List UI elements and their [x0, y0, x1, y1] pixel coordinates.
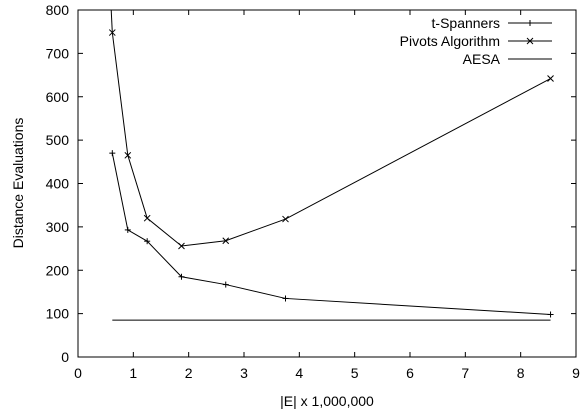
legend-label-t-spanners: t-Spanners: [432, 15, 500, 31]
data-point-pivots-algorithm: [178, 242, 185, 250]
x-tick-label: 4: [295, 365, 303, 381]
axis-ticks: [77, 9, 577, 358]
y-tick-label: 200: [46, 262, 70, 278]
data-point-pivots-algorithm: [222, 237, 230, 245]
x-tick-label: 0: [74, 365, 82, 381]
y-tick-label: 0: [61, 349, 69, 365]
x-tick-label: 5: [351, 365, 359, 381]
data-point-pivots-algorithm: [108, 29, 116, 36]
y-tick-label: 400: [46, 176, 70, 192]
y-tick-label: 800: [46, 2, 70, 18]
x-tick-label: 3: [240, 365, 248, 381]
plot-frame: [77, 9, 577, 358]
legend: t-Spanners Pivots Algorithm AESA: [400, 15, 552, 67]
x-tick-label: 9: [572, 365, 580, 381]
y-tick-label: 100: [46, 306, 70, 322]
legend-label-pivots-algorithm: Pivots Algorithm: [400, 33, 500, 49]
x-tick-label: 1: [129, 365, 137, 381]
series-line-pivots-algorithm-clipped: [110, 9, 113, 33]
data-point-pivots-algorithm: [124, 151, 132, 159]
x-tick-label: 8: [517, 365, 525, 381]
marker-layer: [108, 29, 554, 318]
data-point-pivots-algorithm: [143, 214, 151, 222]
data-point-pivots-algorithm: [547, 75, 554, 82]
x-axis-title: |E| x 1,000,000: [280, 393, 374, 409]
y-tick-label: 700: [46, 45, 70, 61]
y-tick-label: 600: [46, 89, 70, 105]
x-tick-label: 2: [185, 365, 193, 381]
x-tick-label: 6: [406, 365, 414, 381]
x-tick-label: 7: [461, 365, 469, 381]
legend-label-aesa: AESA: [463, 51, 501, 67]
y-axis-title: Distance Evaluations: [10, 118, 26, 249]
axis-tick-labels: 0 1 2 3 4 5 6 7 8 9 0 100 200 300 400 500 600 700 800: [46, 2, 580, 381]
y-tick-label: 500: [46, 132, 70, 148]
series-line-t-spanners: [111, 153, 551, 315]
legend-marker-pivots-algorithm: [526, 37, 534, 45]
y-tick-label: 300: [46, 219, 70, 235]
data-point-pivots-algorithm: [282, 215, 289, 223]
